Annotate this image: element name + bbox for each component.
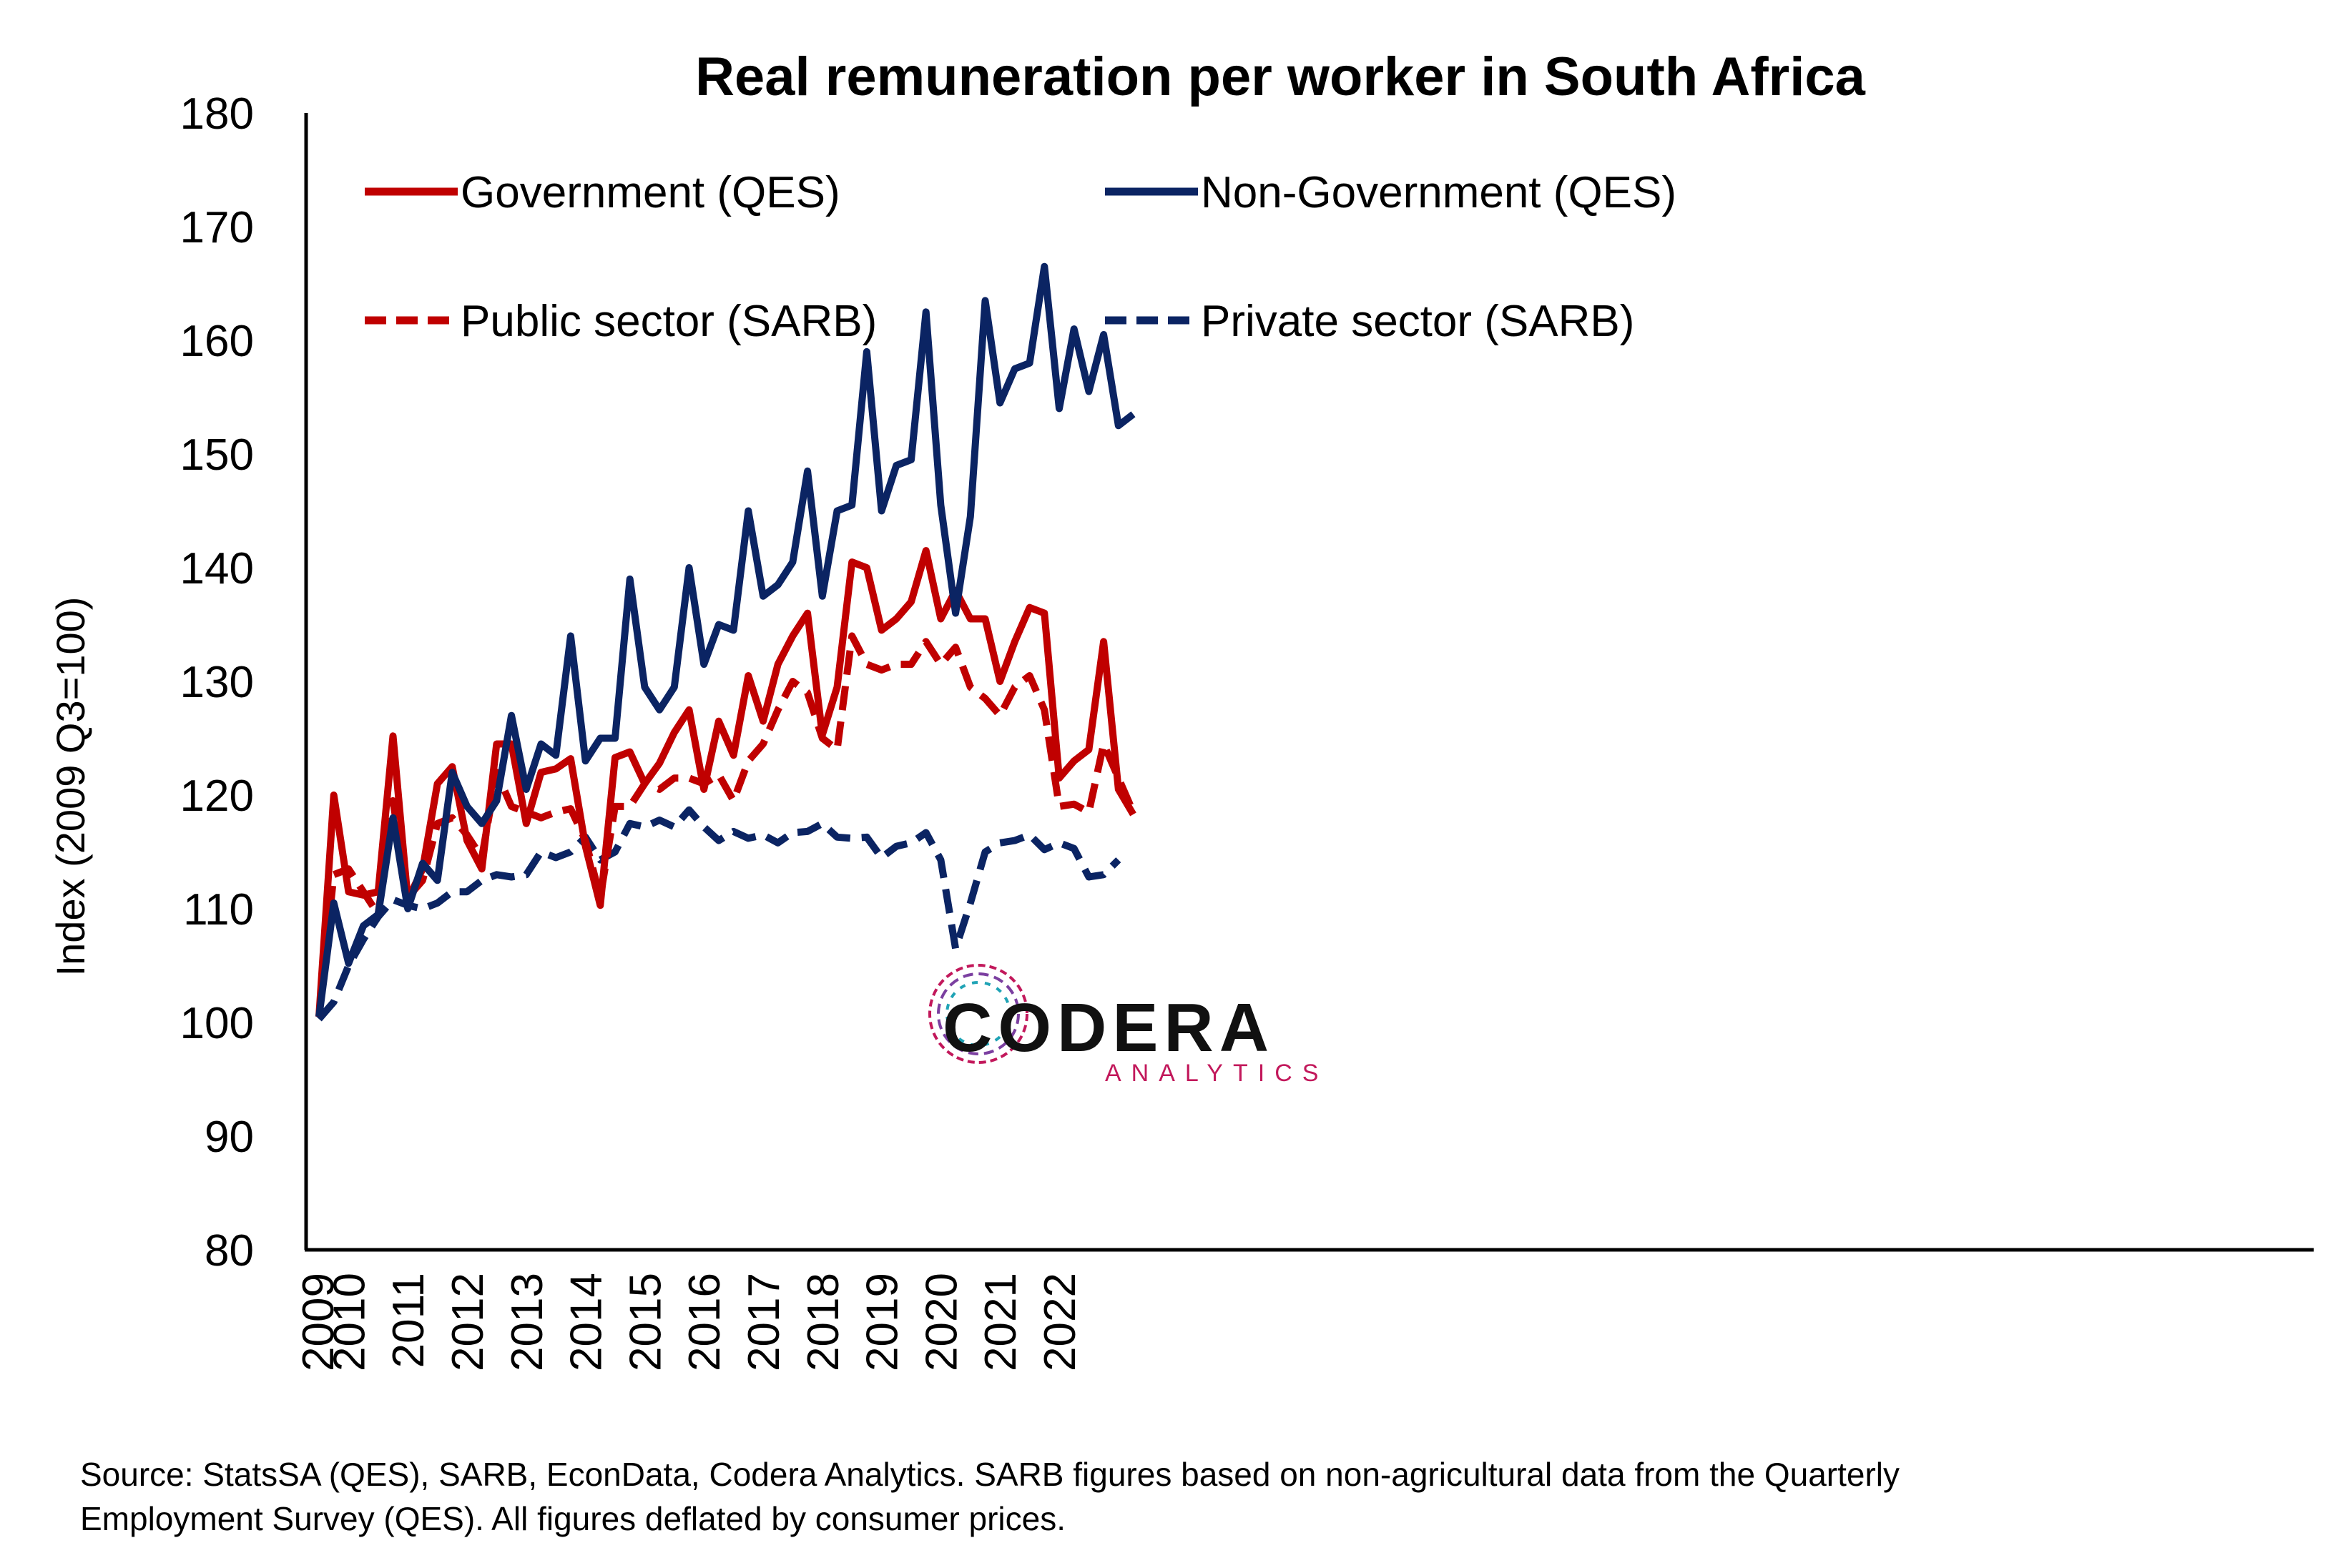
y-tick-label: 100 bbox=[180, 999, 254, 1048]
series-layer bbox=[315, 262, 1137, 1022]
x-tick-label: 2022 bbox=[1036, 1273, 1085, 1371]
y-tick-label: 170 bbox=[180, 203, 254, 252]
y-tick-label: 90 bbox=[205, 1113, 254, 1162]
x-tick-label: 2019 bbox=[858, 1273, 908, 1371]
x-tick-label: 2018 bbox=[799, 1273, 848, 1371]
y-tick-label: 120 bbox=[180, 771, 254, 821]
y-tick-label: 150 bbox=[180, 430, 254, 480]
y-tick-label: 160 bbox=[180, 317, 254, 366]
legend-label-non-government-qes: Non-Government (QES) bbox=[1201, 168, 1676, 217]
legend-label-government-qes: Government (QES) bbox=[461, 168, 840, 217]
source-note-line-2: Employment Survey (QES). All figures def… bbox=[80, 1500, 1066, 1537]
x-tick-label: 2017 bbox=[740, 1273, 789, 1371]
series-line-public-sector-sarb bbox=[315, 632, 1137, 1017]
legend-item-private-sector-sarb: Private sector (SARB) bbox=[1105, 297, 1634, 346]
y-tick-label: 130 bbox=[180, 658, 254, 707]
y-tick-label: 80 bbox=[205, 1226, 254, 1276]
legend-item-non-government-qes: Non-Government (QES) bbox=[1105, 168, 1676, 217]
legend-label-public-sector-sarb: Public sector (SARB) bbox=[461, 297, 877, 346]
x-tick-label: 2009 bbox=[294, 1273, 343, 1371]
x-tick-label: 2016 bbox=[680, 1273, 730, 1371]
logo-subtitle: ANALYTICS bbox=[1105, 1060, 1328, 1087]
chart-title: Real remuneration per worker in South Af… bbox=[695, 46, 1866, 107]
legend-item-public-sector-sarb: Public sector (SARB) bbox=[365, 297, 877, 346]
y-tick-labels: 80 90 100 110 120 130 140 150 160 170 180 bbox=[180, 89, 254, 1276]
x-tick-label: 2021 bbox=[976, 1273, 1026, 1371]
y-tick-label: 110 bbox=[183, 885, 254, 935]
y-axis-label: Index (2009 Q3=100) bbox=[48, 597, 93, 977]
x-tick-label: 2013 bbox=[503, 1273, 552, 1371]
axes bbox=[304, 113, 2314, 1252]
codera-logo: CODERA ANALYTICS bbox=[928, 964, 1328, 1087]
y-tick-label: 140 bbox=[180, 544, 254, 593]
legend-label-private-sector-sarb: Private sector (SARB) bbox=[1201, 297, 1634, 346]
series-line-private-sector-sarb bbox=[316, 806, 1121, 1022]
logo-wordmark: CODERA bbox=[943, 990, 1274, 1066]
x-tick-label: 2015 bbox=[621, 1273, 670, 1371]
legend: Government (QES) Non-Government (QES) Pu… bbox=[365, 168, 1676, 346]
x-tick-label: 2010 bbox=[325, 1273, 374, 1371]
x-tick-label: 2014 bbox=[562, 1273, 611, 1371]
logo-circle-icon bbox=[928, 964, 1028, 1064]
x-tick-label: 2020 bbox=[917, 1273, 966, 1371]
y-tick-label: 180 bbox=[180, 89, 254, 139]
source-note-line-1: Source: StatsSA (QES), SARB, EconData, C… bbox=[80, 1456, 1900, 1493]
series-line-non-government-qes bbox=[315, 262, 1136, 1017]
x-tick-label: 2011 bbox=[384, 1273, 433, 1368]
x-tick-label: 2012 bbox=[443, 1273, 493, 1371]
legend-item-government-qes: Government (QES) bbox=[365, 168, 840, 217]
